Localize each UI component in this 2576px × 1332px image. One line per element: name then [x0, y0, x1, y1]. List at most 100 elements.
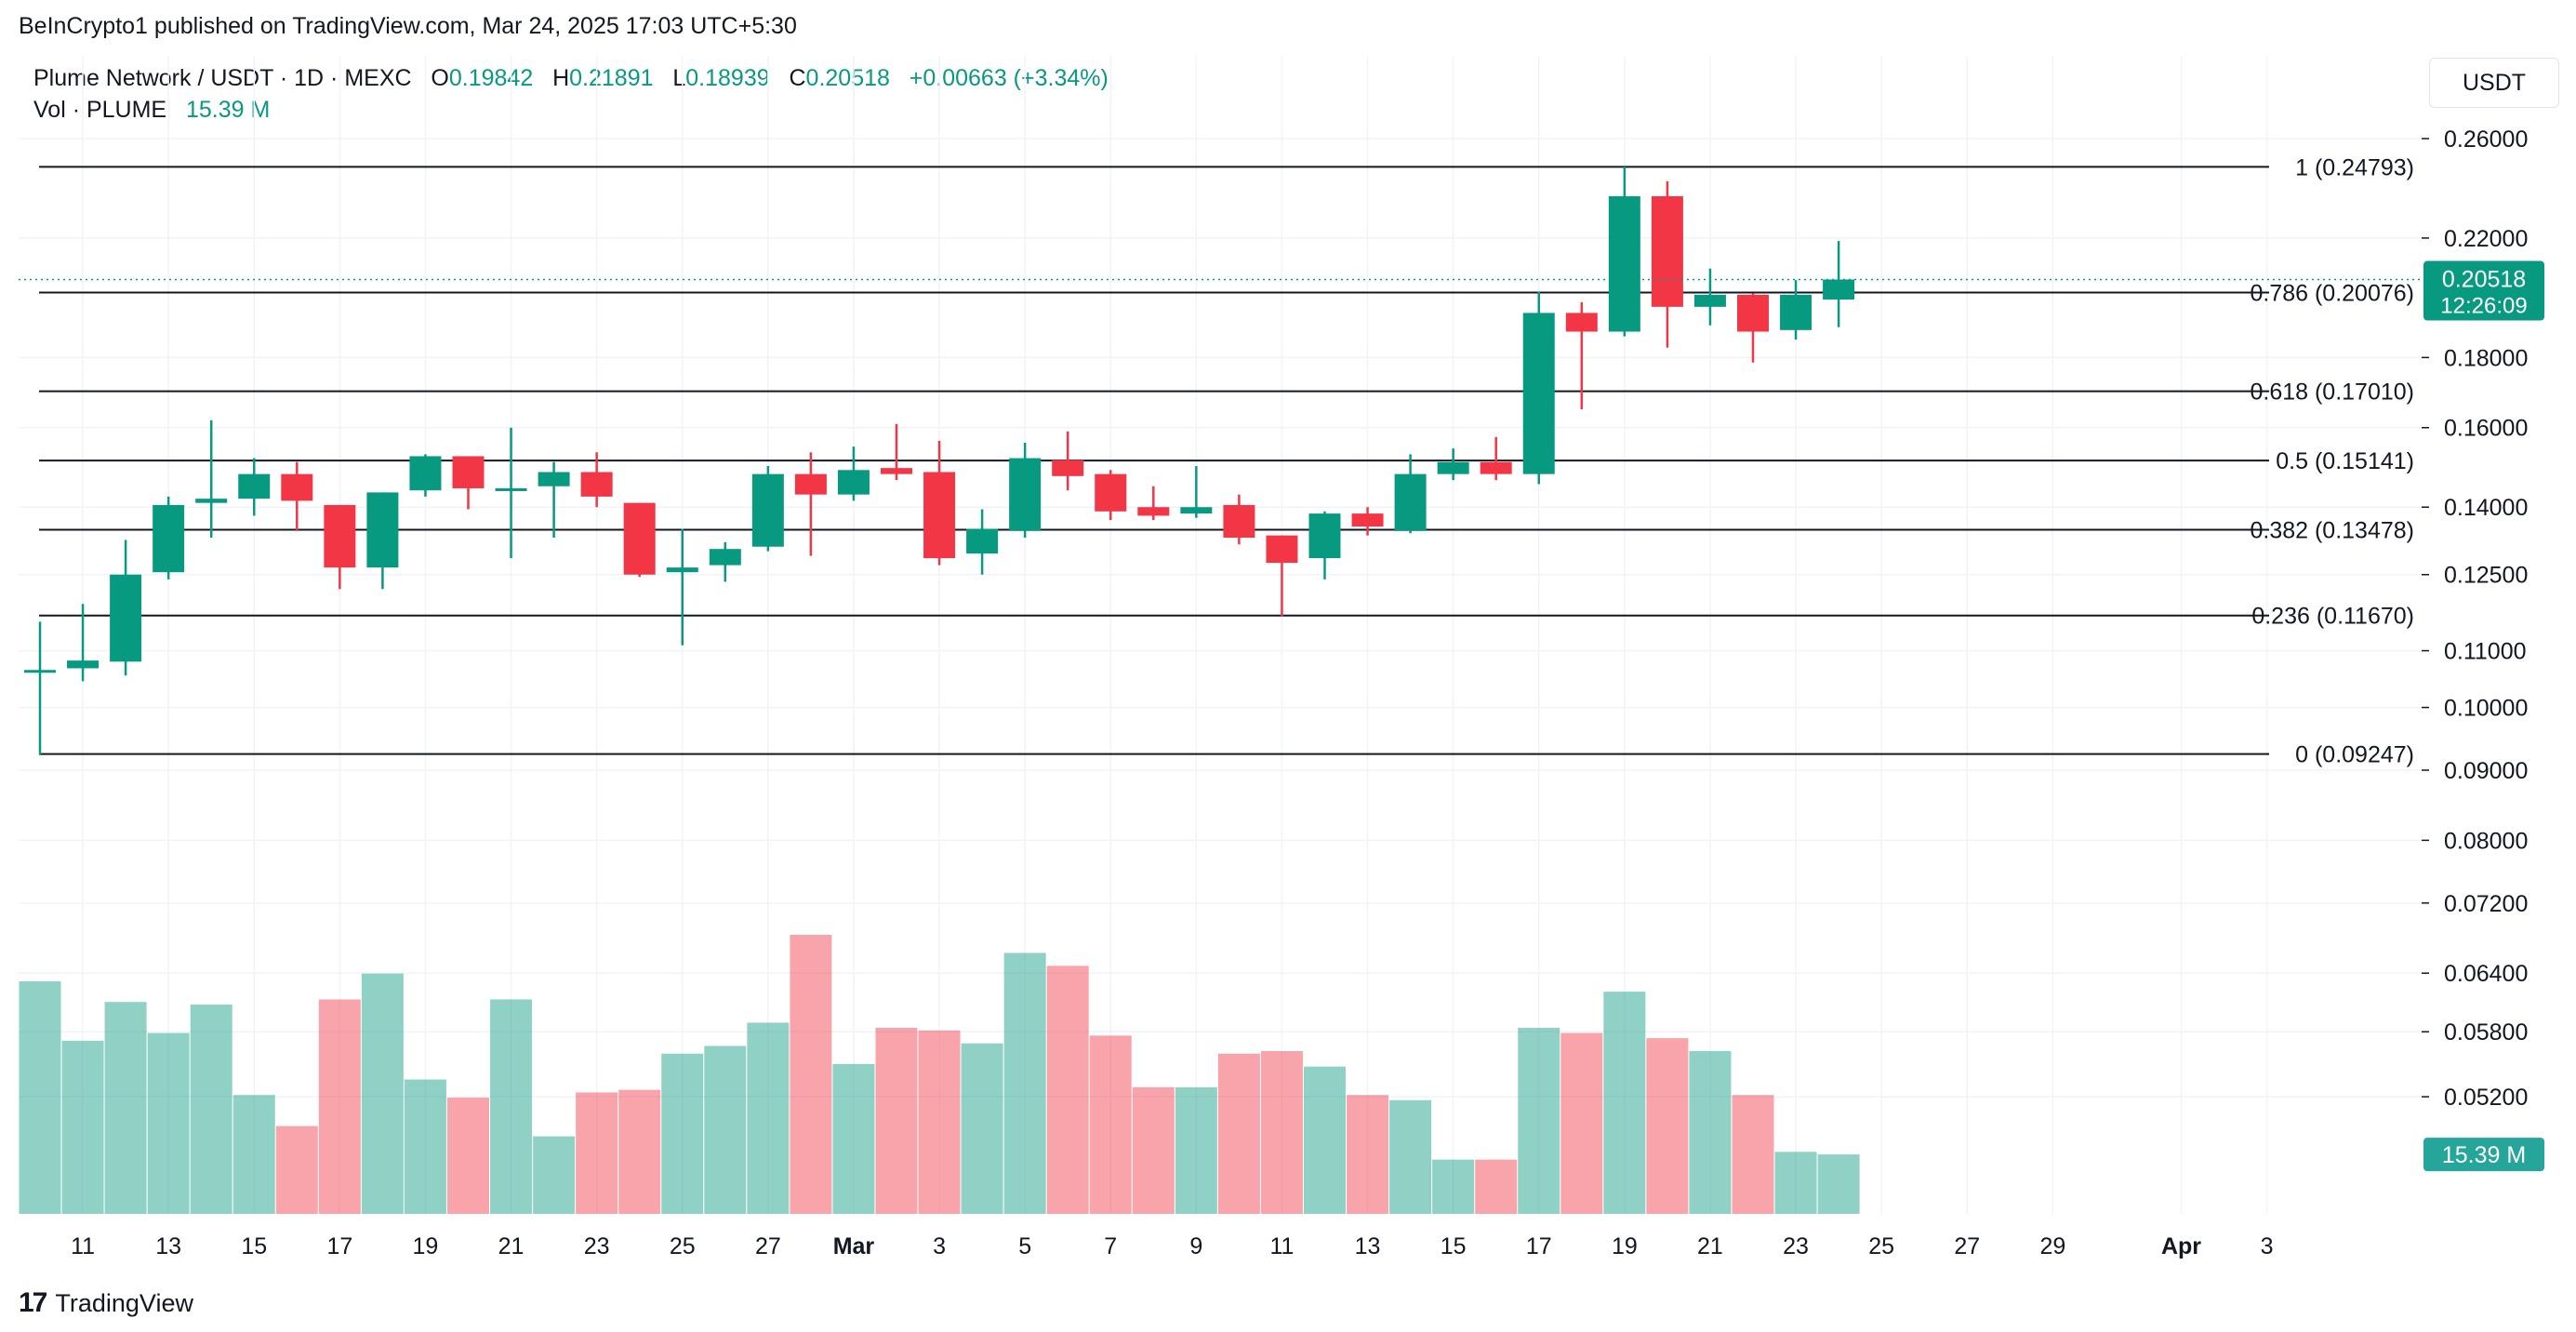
- volume-bar: [104, 1002, 147, 1214]
- volume-bar: [1518, 1028, 1560, 1214]
- price-tick-label: 0.06400: [2444, 961, 2528, 987]
- volume-bar: [490, 999, 533, 1214]
- candle: [1266, 535, 1298, 617]
- candle: [751, 466, 784, 552]
- price-tick-label: 0.22000: [2444, 226, 2528, 252]
- countdown-label: 12:26:09: [2440, 294, 2527, 319]
- candle-body: [1780, 294, 1812, 330]
- candle: [67, 604, 100, 682]
- high-label: H: [552, 65, 570, 91]
- brand-name: TradingView: [55, 1288, 193, 1317]
- volume-bar: [1432, 1159, 1475, 1214]
- candle: [1308, 511, 1341, 579]
- time-tick-label: 7: [1104, 1233, 1117, 1259]
- time-tick-label: 21: [1697, 1233, 1723, 1259]
- volume-bar: [447, 1098, 489, 1214]
- price-tick-label: 0.05800: [2444, 1019, 2528, 1046]
- candle-body: [1608, 195, 1640, 332]
- candle: [881, 423, 912, 481]
- fib-level-label: 0 (0.09247): [2295, 742, 2414, 768]
- volume-value: 15.39 M: [185, 97, 271, 123]
- volume-bar: [361, 973, 404, 1214]
- tradingview-brand[interactable]: 17 TradingView: [19, 1287, 193, 1319]
- candle: [923, 440, 956, 566]
- volume-bar: [1046, 966, 1089, 1214]
- volume-bar: [661, 1053, 704, 1214]
- high-value: 0.21891: [569, 65, 654, 91]
- volume-bar: [1132, 1086, 1175, 1214]
- time-tick-label: Apr: [2161, 1233, 2201, 1259]
- volume-label[interactable]: Vol · PLUME: [33, 97, 167, 123]
- candle-body: [1651, 195, 1683, 307]
- volume-legend: Vol · PLUME 15.39 M: [33, 97, 270, 124]
- time-tick-label: 21: [498, 1233, 524, 1259]
- candle: [1780, 280, 1812, 340]
- candle-body: [1351, 513, 1384, 527]
- current-volume-label: 15.39 M: [2442, 1142, 2526, 1168]
- fibonacci-levels[interactable]: 1 (0.24793) 0.786 (0.20076) 0.618 (0.17010…: [39, 154, 2414, 768]
- time-tick-label: 5: [1018, 1233, 1031, 1259]
- time-tick-label: 3: [933, 1233, 946, 1259]
- fib-level-label: 0.236 (0.11670): [2251, 604, 2414, 630]
- price-tick-label: 0.08000: [2444, 828, 2528, 854]
- candle-body: [1095, 473, 1127, 512]
- candle-body: [67, 660, 100, 669]
- candle: [153, 496, 185, 579]
- volume-bar: [190, 1005, 232, 1214]
- candle-body: [366, 492, 399, 568]
- candle: [1009, 442, 1042, 539]
- volume-bar: [704, 1046, 747, 1214]
- volume-bar: [1304, 1066, 1346, 1214]
- candle: [1137, 486, 1170, 521]
- candle-body: [1223, 504, 1255, 539]
- volume-bar: [1475, 1159, 1518, 1214]
- time-tick-label: 17: [326, 1233, 352, 1259]
- candle-body: [153, 504, 185, 573]
- candle: [794, 452, 827, 556]
- time-axis[interactable]: 11 13 15 17 19 21 23 25 27 Mar 3 5 7 9 11 13 15 17 19 21 23 2…: [71, 1233, 2273, 1259]
- price-tick-label: 0.18000: [2444, 345, 2528, 371]
- candle: [281, 461, 313, 531]
- candle-body: [1522, 313, 1555, 474]
- candle: [837, 446, 870, 501]
- volume-bar: [618, 1089, 661, 1214]
- low-value: 0.18939: [685, 65, 770, 91]
- candle: [1737, 293, 1769, 363]
- price-axis[interactable]: 0.26000 0.22000 0.18000 0.16000 0.14000 0.125…: [2422, 127, 2528, 1111]
- volume-bar: [1817, 1154, 1860, 1214]
- candle-body: [110, 574, 142, 662]
- time-tick-label: 25: [1868, 1233, 1894, 1259]
- fib-level-label: 0.382 (0.13478): [2250, 518, 2414, 544]
- symbol-name[interactable]: Plume Network / USDT · 1D · MEXC: [33, 65, 412, 91]
- volume-bar: [1732, 1095, 1774, 1214]
- price-tick-label: 0.12500: [2444, 563, 2528, 589]
- candle-body: [1565, 313, 1598, 332]
- volume-bar: [918, 1030, 961, 1214]
- price-tick-label: 0.05200: [2444, 1085, 2528, 1111]
- time-tick-label: 3: [2261, 1233, 2274, 1259]
- time-tick-label: 27: [755, 1233, 781, 1259]
- candle-body: [1266, 535, 1298, 564]
- candle: [238, 458, 271, 516]
- currency-unit-button[interactable]: USDT: [2429, 58, 2559, 108]
- volume-bar: [19, 981, 61, 1214]
- current-price-badge: [2423, 260, 2544, 321]
- volume-bar: [1389, 1099, 1432, 1214]
- volume-bar: [61, 1040, 104, 1214]
- volume-bar: [404, 1079, 446, 1214]
- candle: [1223, 494, 1255, 545]
- time-tick-label: 29: [2039, 1233, 2065, 1259]
- grid-lines: [19, 56, 2423, 1214]
- volume-bar: [832, 1063, 875, 1214]
- tradingview-logo-icon: 17: [19, 1287, 47, 1318]
- fib-level-label: 0.618 (0.17010): [2250, 380, 2414, 406]
- candle-body: [1137, 507, 1170, 516]
- close-label: C: [789, 65, 806, 91]
- candle-body: [195, 499, 228, 503]
- candle-body: [1737, 294, 1769, 332]
- current-price-label: 0.20518: [2442, 267, 2526, 293]
- candle: [580, 452, 613, 508]
- candle-body: [751, 473, 784, 547]
- candle: [1608, 166, 1640, 337]
